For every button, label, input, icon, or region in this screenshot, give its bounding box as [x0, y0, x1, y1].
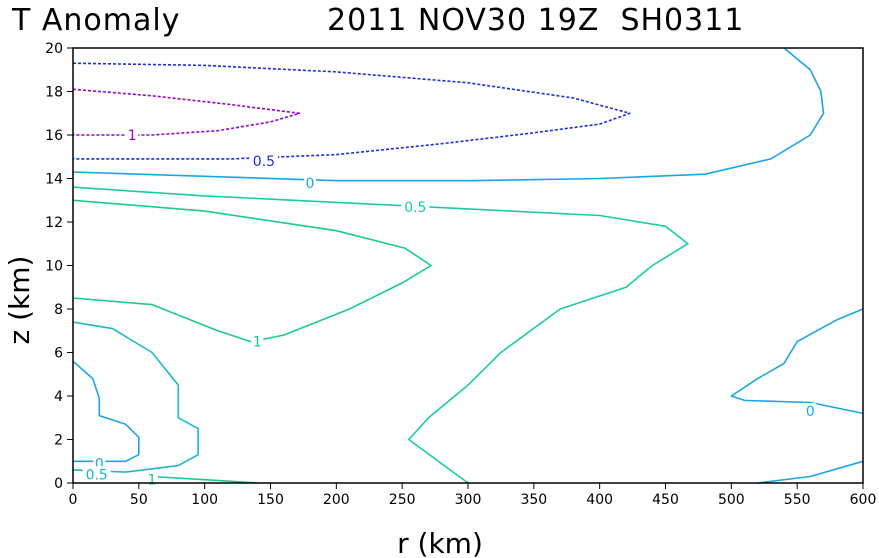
chart-title-right: 2011 NOV30 19Z SH0311	[327, 3, 744, 38]
y-axis-label: z (km)	[3, 256, 36, 345]
contour-label-bg	[804, 403, 817, 418]
contour-line-3	[72, 186, 689, 484]
contour-label-2: 0	[306, 176, 315, 192]
x-tick-label: 450	[652, 492, 679, 508]
contour-label-bg	[304, 174, 316, 189]
contour-label-5: 0	[806, 404, 815, 420]
contour-label-4: 1	[253, 335, 262, 351]
contour-label-6: 0	[95, 456, 104, 472]
x-tick-label: 400	[586, 492, 613, 508]
x-tick-label: 500	[718, 492, 745, 508]
plot-frame	[72, 47, 864, 484]
contour-label-1: 0.5	[253, 154, 275, 170]
y-tick-label: 4	[54, 389, 63, 405]
contour-label-bg	[82, 466, 111, 481]
contour-line-8	[730, 308, 864, 415]
x-tick-label: 150	[257, 492, 284, 508]
contour-label-7: 0.5	[86, 467, 108, 483]
contour-label-bg	[401, 198, 430, 213]
x-tick-label: 550	[784, 492, 811, 508]
contour-line-2	[72, 47, 825, 182]
contour-line-9	[151, 475, 258, 484]
y-tick-label: 6	[54, 346, 63, 362]
contour-line-5	[72, 321, 199, 473]
x-tick-label: 350	[520, 492, 547, 508]
x-tick-label: 0	[69, 492, 78, 508]
y-tick-label: 14	[45, 172, 63, 188]
contour-label-bg	[146, 471, 158, 486]
contour-label-bg	[251, 333, 264, 348]
x-tick-label: 250	[389, 492, 416, 508]
chart-title-left: T Anomaly	[11, 3, 180, 38]
contour-line-1	[72, 62, 631, 160]
x-tick-label: 600	[850, 492, 877, 508]
x-tick-label: 300	[455, 492, 482, 508]
x-tick-label: 50	[130, 492, 148, 508]
y-tick-label: 8	[54, 302, 63, 318]
contour-label-bg	[126, 127, 139, 141]
y-tick-label: 2	[54, 433, 63, 449]
x-tick-label: 100	[191, 492, 218, 508]
contour-line-0	[72, 88, 301, 136]
y-tick-label: 18	[45, 85, 63, 101]
x-axis-label: r (km)	[397, 527, 483, 558]
y-tick-label: 0	[54, 476, 63, 492]
y-tick-label: 10	[45, 259, 63, 275]
x-tick-label: 200	[323, 492, 350, 508]
contour-label-8: 1	[148, 473, 157, 489]
y-tick-label: 20	[45, 41, 63, 57]
contour-label-0: 1	[128, 128, 137, 144]
contour-line-4	[72, 199, 432, 343]
contour-label-bg	[249, 153, 278, 168]
contour-line-7	[757, 460, 864, 484]
y-tick-label: 16	[45, 128, 63, 144]
contour-line-6	[72, 360, 140, 463]
contour-label-bg	[93, 455, 106, 470]
axis-ticks: 0 50 100 150 200 250 300 350 400 450 500 550 6000246…	[45, 41, 876, 508]
contour-label-3: 0.5	[404, 200, 426, 216]
y-tick-label: 12	[45, 215, 63, 231]
